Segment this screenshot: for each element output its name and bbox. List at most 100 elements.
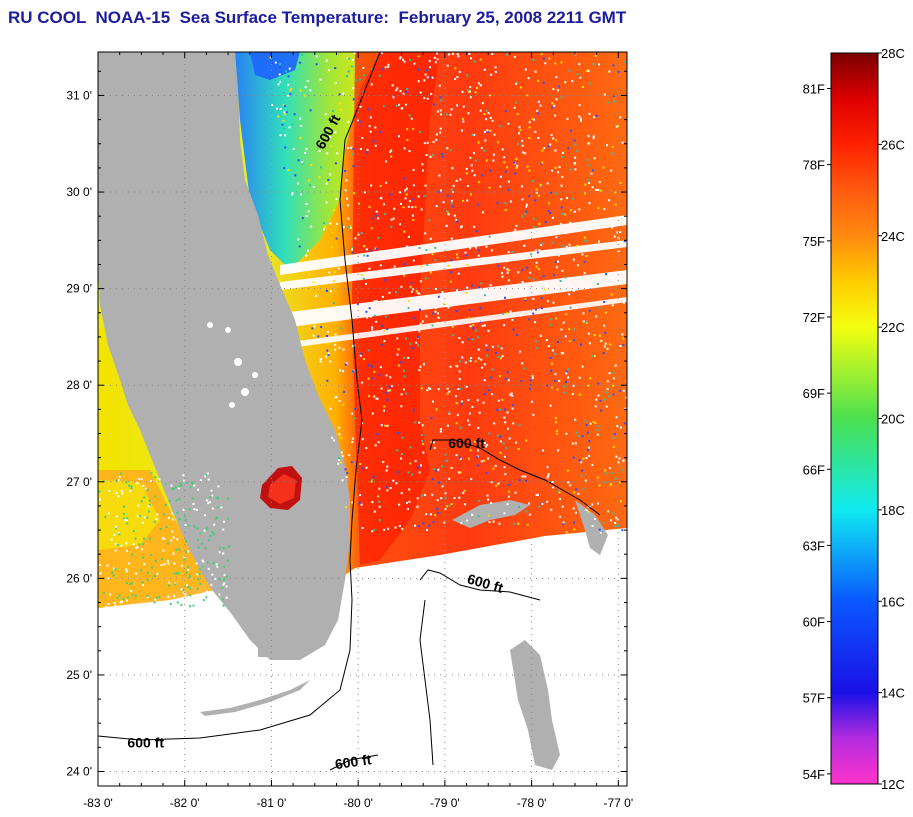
speckle — [287, 94, 290, 97]
speckle — [423, 250, 426, 253]
speckle — [489, 129, 492, 132]
speckle — [573, 491, 576, 494]
speckle — [125, 582, 128, 585]
speckle — [394, 250, 397, 253]
speckle — [598, 181, 601, 184]
speckle — [478, 411, 481, 414]
speckle — [544, 282, 547, 285]
latitude-label: 24 0' — [66, 765, 92, 779]
speckle — [154, 560, 157, 562]
speckle — [503, 416, 506, 419]
speckle — [221, 586, 224, 589]
speckle — [182, 474, 185, 477]
longitude-label: -81 0' — [257, 796, 287, 810]
isobath-label: 600 ft — [334, 751, 373, 772]
speckle — [541, 307, 543, 310]
speckle — [549, 212, 552, 214]
speckle — [357, 233, 360, 236]
speckle — [353, 192, 356, 195]
speckle — [604, 469, 607, 472]
speckle — [329, 136, 331, 139]
speckle — [560, 328, 563, 331]
speckle — [344, 170, 346, 172]
speckle — [396, 87, 399, 90]
speckle — [416, 336, 419, 339]
speckle — [467, 338, 470, 341]
speckle — [546, 300, 549, 303]
speckle — [543, 288, 546, 291]
speckle — [335, 198, 338, 201]
map-frame — [97, 51, 628, 787]
speckle — [185, 571, 188, 574]
speckle — [134, 537, 137, 540]
speckle — [404, 90, 407, 93]
speckle — [434, 310, 437, 313]
speckle — [411, 473, 414, 476]
speckle — [401, 436, 404, 439]
speckle — [426, 389, 429, 392]
speckle — [400, 393, 403, 396]
speckle — [619, 116, 622, 119]
speckle — [284, 134, 287, 137]
speckle — [297, 182, 299, 185]
speckle — [535, 265, 538, 268]
speckle — [366, 316, 369, 319]
speckle — [561, 269, 564, 272]
speckle — [419, 308, 421, 311]
speckle — [130, 487, 133, 490]
speckle — [143, 516, 146, 519]
speckle — [300, 125, 303, 127]
speckle — [403, 60, 406, 63]
speckle — [534, 130, 537, 133]
speckle — [477, 515, 480, 518]
speckle — [403, 375, 406, 378]
speckle — [486, 494, 489, 497]
speckle — [383, 409, 385, 412]
speckle — [459, 457, 462, 460]
speckle — [479, 84, 482, 87]
speckle — [209, 534, 212, 537]
speckle — [525, 205, 528, 208]
speckle — [516, 164, 519, 167]
speckle — [483, 363, 486, 366]
speckle — [358, 202, 360, 205]
speckle — [408, 500, 411, 503]
speckle — [587, 142, 590, 145]
celsius-label: 16C — [881, 594, 905, 609]
speckle — [604, 342, 607, 345]
speckle — [593, 157, 596, 160]
celsius-label: 18C — [881, 503, 905, 518]
speckle — [175, 499, 178, 502]
speckle — [320, 166, 323, 169]
speckle — [553, 104, 556, 107]
speckle — [419, 91, 422, 94]
speckle — [417, 55, 420, 58]
speckle — [535, 494, 538, 496]
speckle — [282, 119, 285, 122]
speckle — [341, 479, 344, 482]
speckle — [405, 187, 408, 190]
speckle — [108, 490, 111, 492]
speckle — [477, 348, 480, 351]
speckle — [209, 496, 212, 499]
speckle — [603, 345, 606, 348]
speckle — [512, 328, 515, 331]
speckle — [373, 370, 376, 373]
speckle — [582, 487, 585, 490]
speckle — [191, 497, 194, 500]
speckle — [436, 499, 439, 502]
speckle — [419, 280, 422, 283]
speckle — [386, 489, 389, 492]
speckle — [499, 435, 502, 438]
speckle — [617, 524, 620, 526]
speckle — [551, 102, 554, 105]
speckle — [485, 245, 488, 248]
speckle — [569, 285, 571, 288]
speckle — [526, 203, 528, 206]
speckle — [610, 472, 613, 474]
speckle — [374, 126, 377, 129]
speckle — [509, 200, 512, 203]
speckle — [431, 478, 434, 481]
speckle — [455, 310, 458, 312]
speckle — [448, 390, 451, 393]
